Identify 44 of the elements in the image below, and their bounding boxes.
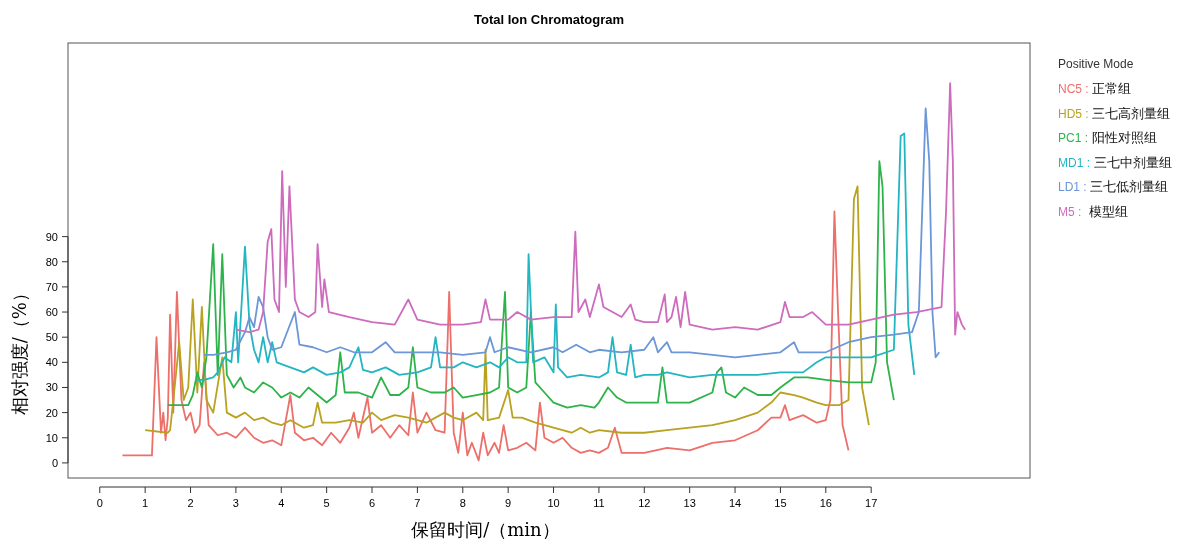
line-series (166, 160, 895, 409)
y-tick-label: 0 (51, 456, 58, 469)
x-tick-label: 0 (96, 497, 103, 509)
text: HD5 : 三七高剂量组 (1058, 105, 1171, 121)
x-tick-label: 17 (865, 497, 878, 509)
text: M5 : 模型组 (1058, 203, 1128, 219)
x-tick-label: 13 (683, 497, 696, 509)
x-tick-label: 3 (232, 497, 239, 509)
x-tick-label: 14 (728, 497, 742, 509)
line-series (203, 107, 941, 359)
y-tick-label: 30 (45, 381, 58, 394)
line-series (121, 210, 850, 462)
x-tick-label: 2 (187, 497, 194, 509)
x-tick-label: 15 (774, 497, 787, 509)
y-tick-label: 20 (45, 406, 58, 419)
text: PC1 : 阳性对照组 (1058, 130, 1157, 145)
y-tick-label: 90 (45, 230, 58, 243)
y-tick-label: 50 (45, 331, 58, 344)
x-tick-label: 5 (323, 497, 330, 509)
x-tick-label: 10 (547, 497, 560, 509)
y-tick-label: 40 (45, 356, 58, 369)
x-tick-label: 6 (368, 497, 376, 509)
chart-title: Total Ion Chromatogram (474, 12, 624, 27)
x-tick-label: 9 (505, 497, 512, 509)
line-series (194, 132, 916, 381)
x-axis-title: 保留时间/（min） (411, 519, 560, 540)
legend-title: Positive Mode (1058, 57, 1134, 71)
line-series (235, 82, 967, 336)
x-tick-label: 16 (819, 497, 832, 509)
line-series (144, 185, 870, 434)
x-tick-label: 1 (142, 497, 149, 509)
y-tick-label: 80 (45, 255, 58, 268)
x-tick-label: 12 (638, 497, 651, 509)
x-tick-label: 8 (459, 497, 466, 509)
text: MD1 : 三七中剂量组 (1058, 154, 1172, 170)
text: NC5 : 正常组 (1058, 81, 1132, 96)
text: LD1 : 三七低剂量组 (1058, 179, 1169, 194)
y-axis-title: 相对强度/（%） (9, 284, 30, 416)
x-tick-label: 4 (278, 497, 285, 509)
x-tick-label: 11 (593, 497, 605, 509)
y-tick-label: 60 (45, 306, 58, 319)
y-tick-label: 10 (45, 431, 58, 444)
y-tick-label: 70 (45, 280, 58, 293)
x-tick-label: 7 (414, 497, 421, 509)
